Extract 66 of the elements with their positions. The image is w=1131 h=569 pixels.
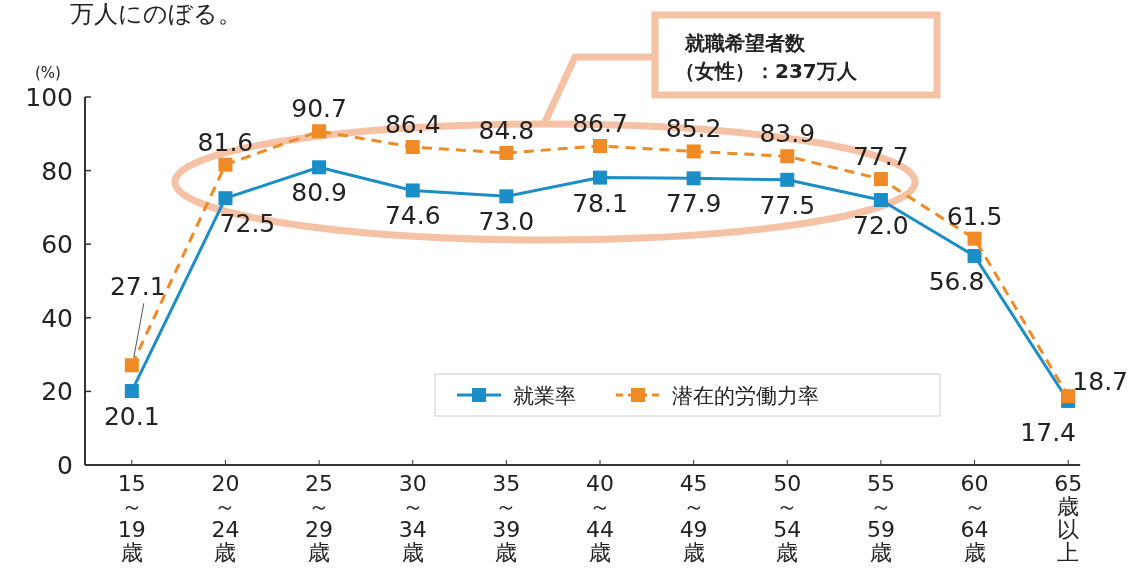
x-tick-label: 55～59歳 <box>866 471 895 565</box>
data-label: 56.8 <box>928 266 985 296</box>
text: 就職希望者数 <box>684 31 806 55</box>
point <box>499 189 514 204</box>
text: （女性）：237万人 <box>675 59 858 83</box>
data-label: 18.7 <box>1072 367 1129 397</box>
x-tick-label: 65歳以上 <box>1054 471 1083 565</box>
point <box>686 171 701 186</box>
data-label: 90.7 <box>291 94 347 124</box>
y-tick-label: 20 <box>41 377 73 407</box>
legend-label: 潜在的労働力率 <box>672 384 819 408</box>
data-label: 77.9 <box>665 189 722 219</box>
point <box>218 157 233 172</box>
data-label: 77.5 <box>759 190 816 220</box>
data-label: 17.4 <box>1020 417 1077 447</box>
x-tick-label: 25～29歳 <box>305 471 334 565</box>
x-tick-label: 60～64歳 <box>960 471 989 565</box>
data-label: 83.9 <box>759 119 816 149</box>
x-tick-label: 15～19歳 <box>117 471 146 565</box>
point <box>124 358 139 373</box>
data-label: 84.8 <box>478 115 535 145</box>
point <box>499 145 514 160</box>
x-tick-label: 30～34歳 <box>398 471 427 565</box>
point <box>1061 389 1076 404</box>
data-label: 72.0 <box>853 211 909 241</box>
data-label: 74.6 <box>384 201 441 231</box>
y-tick-label: 100 <box>25 83 73 112</box>
data-label: 86.4 <box>384 110 441 140</box>
point <box>780 149 795 164</box>
data-label: 81.6 <box>197 127 254 157</box>
x-tick-label: 40～44歳 <box>586 471 614 565</box>
point <box>967 248 982 263</box>
point <box>780 172 795 187</box>
data-label: 86.7 <box>572 108 628 138</box>
data-label: 72.5 <box>219 209 276 239</box>
y-tick-label: 60 <box>41 230 73 260</box>
point <box>312 160 327 175</box>
x-tick-label: 35～39歳 <box>492 471 521 565</box>
y-tick-label: 40 <box>41 303 73 333</box>
point <box>873 193 888 208</box>
point <box>124 384 139 399</box>
point <box>686 144 701 159</box>
point <box>218 191 233 206</box>
legend-label: 就業率 <box>513 384 576 408</box>
text: 万人にのぼる。 <box>70 0 242 28</box>
data-label: 80.9 <box>291 178 347 208</box>
point <box>405 140 420 155</box>
data-label: 73.0 <box>478 207 535 237</box>
data-label: 85.2 <box>665 114 722 144</box>
x-tick-label: 20～24歳 <box>211 471 240 565</box>
point <box>405 183 420 198</box>
point <box>593 138 607 153</box>
point <box>593 170 607 185</box>
point <box>967 231 982 246</box>
x-tick-label: 45～49歳 <box>679 471 708 565</box>
data-label: 77.7 <box>853 142 909 172</box>
x-tick-label: 50～54歳 <box>773 471 802 565</box>
y-tick-label: 0 <box>57 451 73 480</box>
point <box>873 172 888 187</box>
y-axis-title: (%) <box>35 64 61 82</box>
data-label: 20.1 <box>103 402 160 432</box>
data-label: 61.5 <box>946 201 1003 231</box>
data-label: 78.1 <box>572 188 628 218</box>
y-tick-label: 80 <box>41 156 73 186</box>
point <box>312 124 327 139</box>
data-label: 27.1 <box>109 272 166 302</box>
